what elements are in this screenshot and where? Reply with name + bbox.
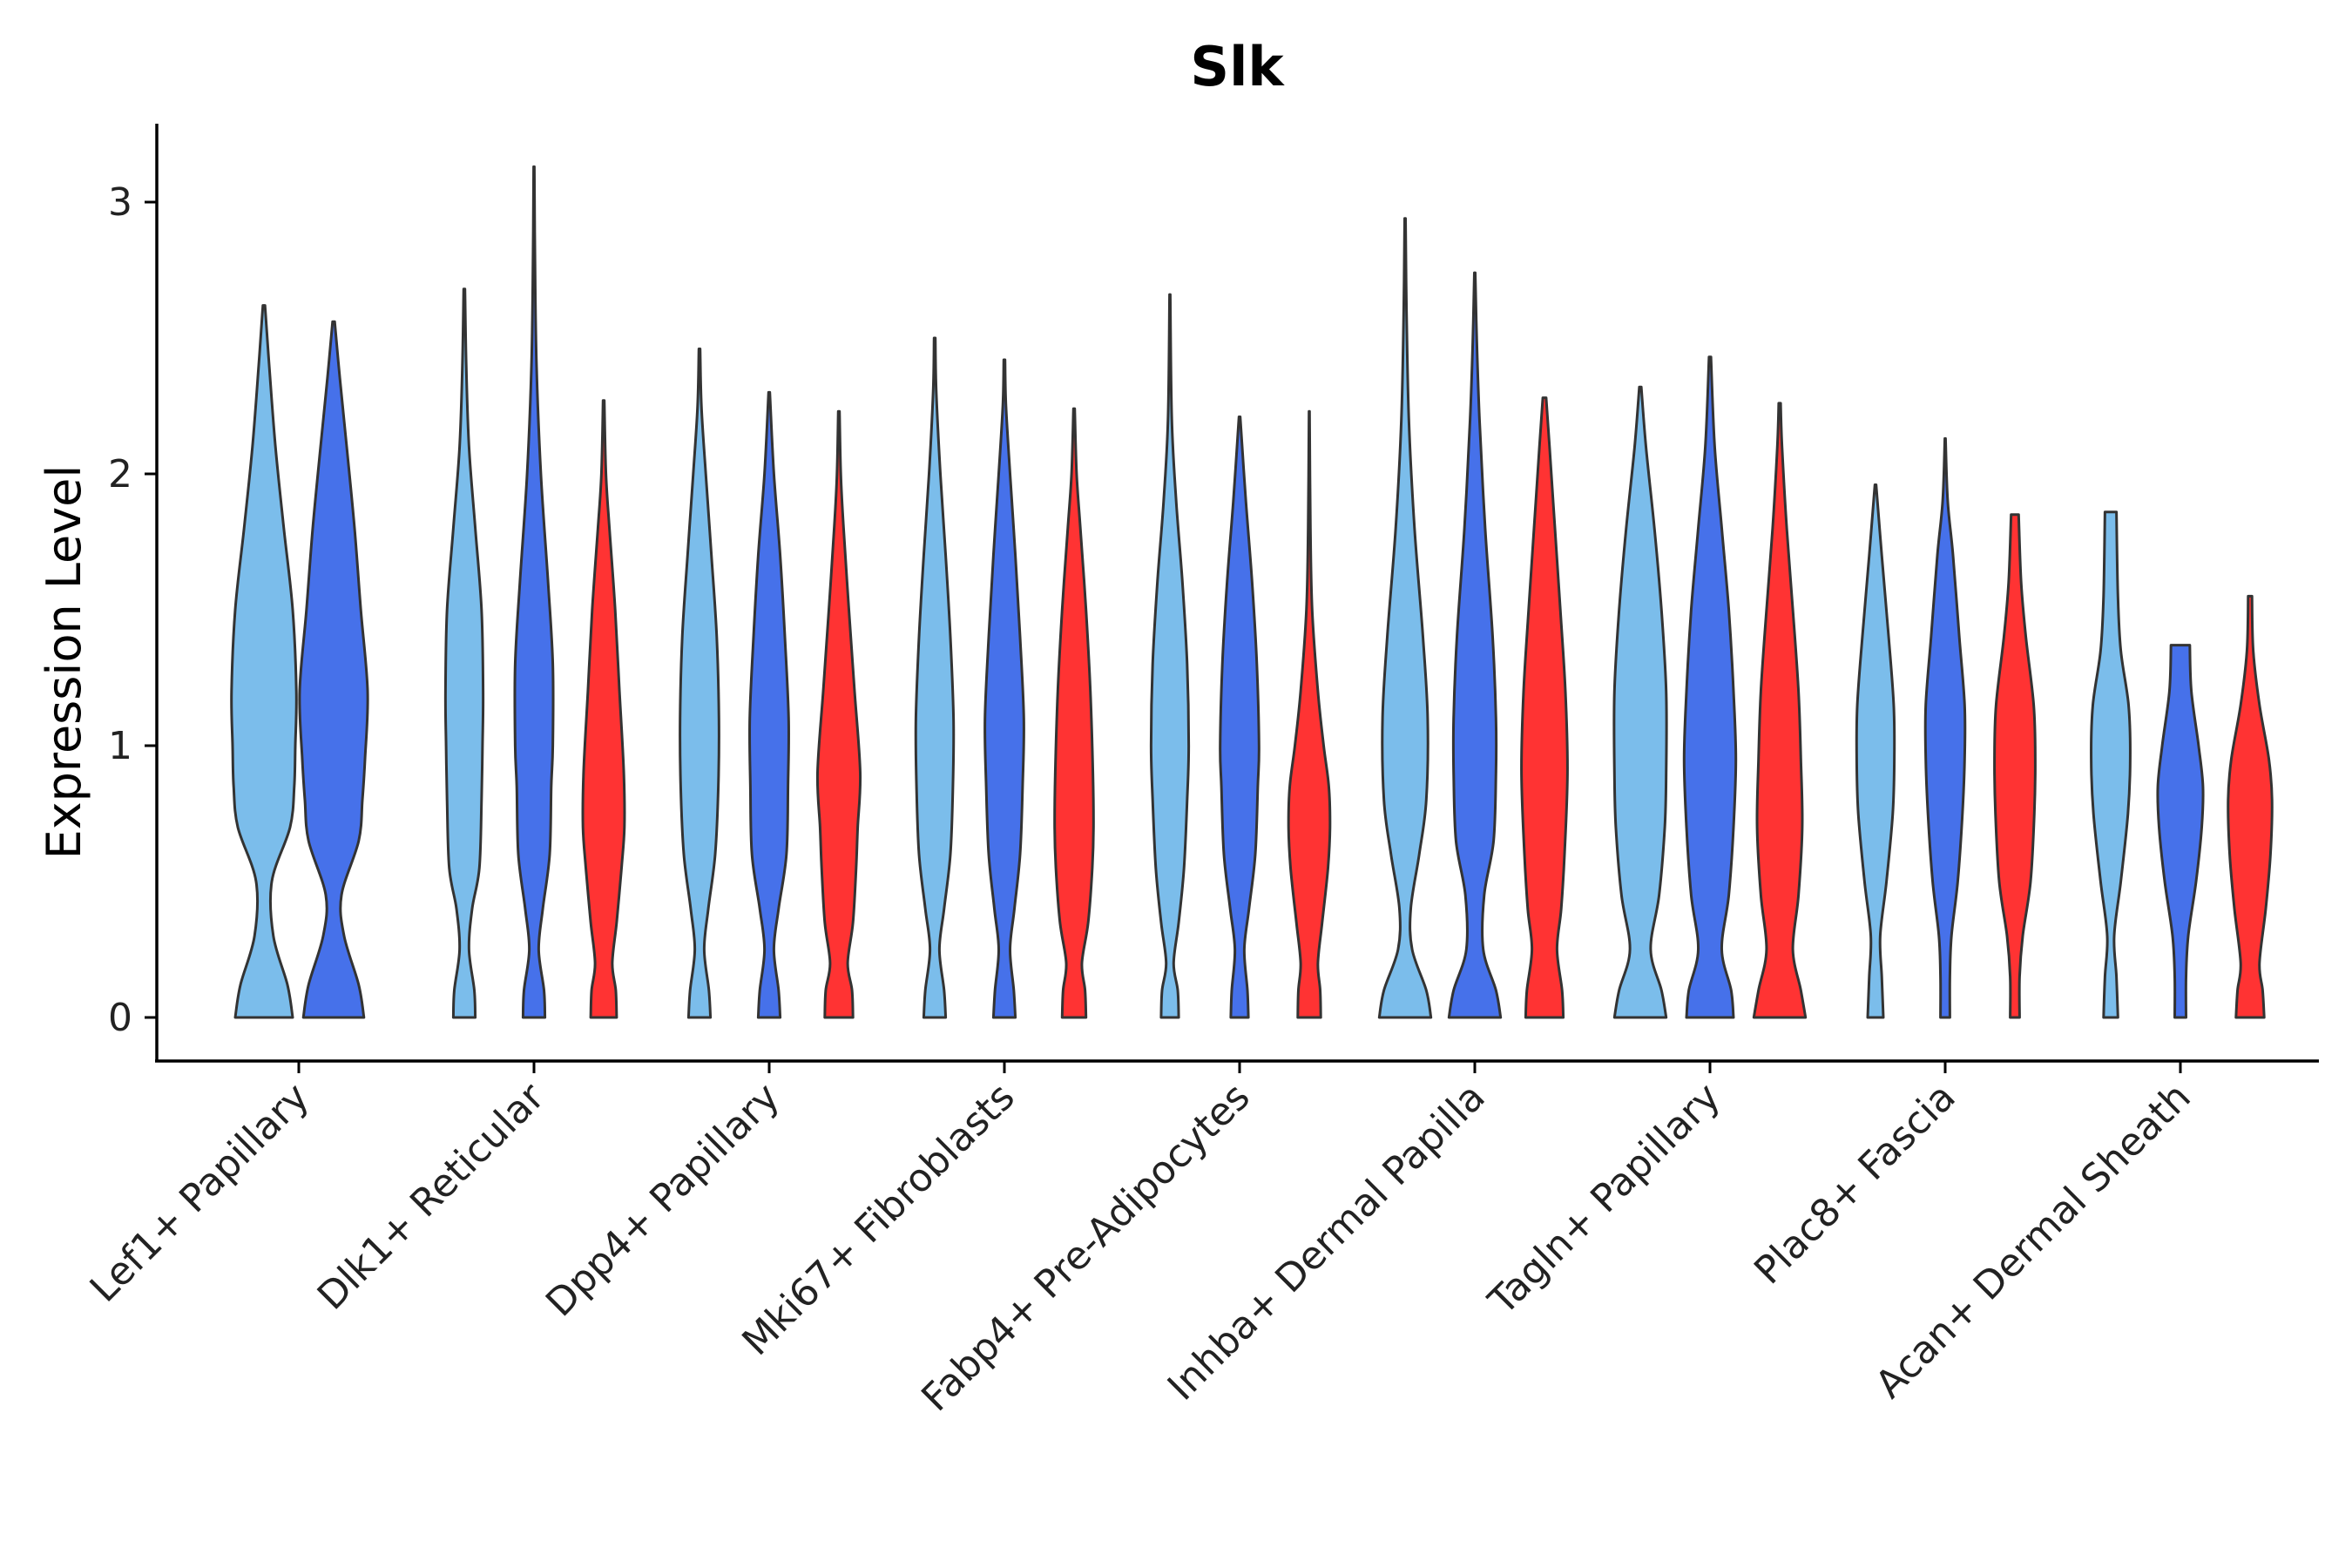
violin-dpp4-papillary-light-blue xyxy=(679,348,720,1019)
violin-dpp4-papillary-blue xyxy=(748,390,790,1019)
violin-dlk1-reticular-red xyxy=(581,399,626,1019)
violin-inhba-dermal-papilla-blue xyxy=(1447,271,1503,1019)
violin-acan-dermal-sheath-blue xyxy=(2156,644,2205,1019)
violin-tagln-papillary-blue xyxy=(1682,355,1738,1019)
x-tick-label-lef1-papillary: Lef1+ Papillary xyxy=(82,1075,318,1311)
violin-lef1-papillary-light-blue xyxy=(230,304,298,1019)
x-tick-label-dpp4-papillary: Dpp4+ Papillary xyxy=(537,1075,788,1326)
y-tick-label-3: 3 xyxy=(108,180,132,225)
violin-dpp4-papillary-red xyxy=(815,409,862,1019)
violin-inhba-dermal-papilla-light-blue xyxy=(1377,217,1433,1019)
violin-dlk1-reticular-light-blue xyxy=(443,287,485,1019)
chart-title: Slk xyxy=(1190,35,1285,98)
y-axis-title: Expression Level xyxy=(37,465,91,860)
x-tick-label-tagln-papillary: Tagln+ Papillary xyxy=(1480,1075,1729,1324)
violin-mki67-fibroblasts-blue xyxy=(983,358,1025,1019)
violin-acan-dermal-sheath-light-blue xyxy=(2090,510,2132,1019)
violin-fabp4-pre-adipocytes-red xyxy=(1287,409,1332,1019)
violin-plac8-fascia-blue xyxy=(1923,436,1967,1019)
violin-tagln-papillary-light-blue xyxy=(1612,385,1668,1019)
violin-mki67-fibroblasts-light-blue xyxy=(914,336,956,1019)
y-tick-label-1: 1 xyxy=(108,724,132,768)
violin-lef1-papillary-blue xyxy=(298,320,369,1019)
violin-mki67-fibroblasts-red xyxy=(1053,407,1095,1019)
violin-fabp4-pre-adipocytes-blue xyxy=(1219,416,1260,1019)
violin-fabp4-pre-adipocytes-light-blue xyxy=(1149,293,1191,1019)
x-tick-label-dlk1-reticular: Dlk1+ Reticular xyxy=(309,1074,554,1319)
violin-plac8-fascia-light-blue xyxy=(1855,483,1896,1019)
violins-layer xyxy=(230,165,2274,1019)
violin-acan-dermal-sheath-red xyxy=(2227,594,2274,1019)
y-tick-label-0: 0 xyxy=(108,996,132,1040)
y-axis-ticks: 0 1 2 3 xyxy=(108,180,157,1040)
x-tick-label-plac8-fascia: Plac8+ Fascia xyxy=(1746,1075,1964,1294)
violin-dlk1-reticular-blue xyxy=(513,165,555,1019)
violin-tagln-papillary-red xyxy=(1752,402,1808,1019)
violin-inhba-dermal-papilla-red xyxy=(1520,396,1569,1019)
violin-plac8-fascia-red xyxy=(1993,513,2037,1019)
y-tick-label-2: 2 xyxy=(108,452,132,497)
